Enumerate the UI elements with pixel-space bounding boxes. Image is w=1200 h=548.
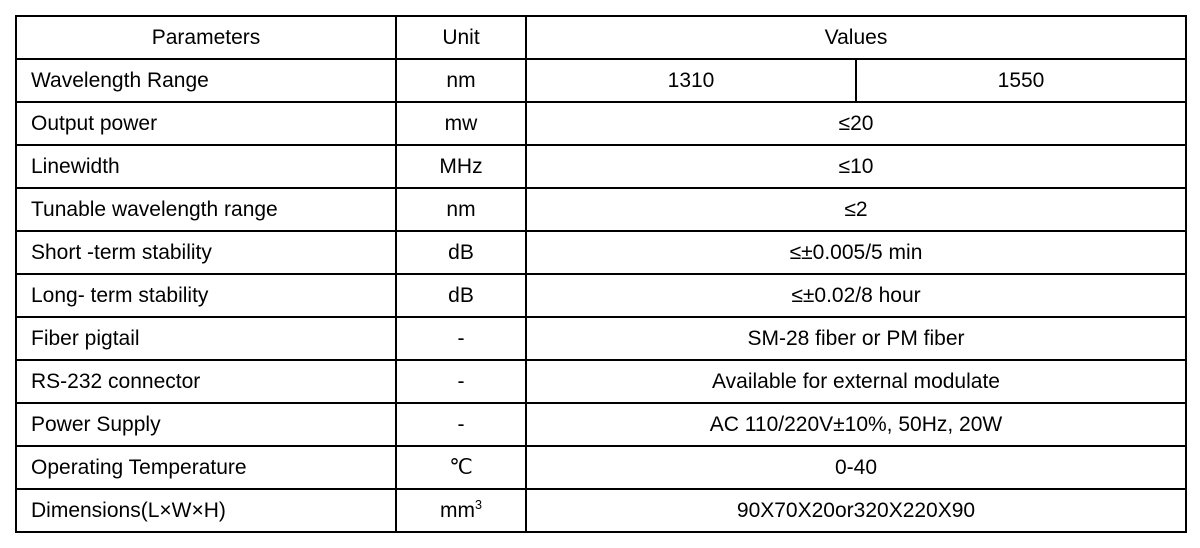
value-cell: 90X70X20or320X220X90 xyxy=(526,489,1186,532)
table-row: Dimensions(L×W×H) mm3 90X70X20or320X220X… xyxy=(16,489,1186,532)
param-cell: RS-232 connector xyxy=(16,360,396,403)
value-cell: SM-28 fiber or PM fiber xyxy=(526,317,1186,360)
unit-base: mm xyxy=(440,499,475,522)
param-cell: Wavelength Range xyxy=(16,59,396,102)
param-cell: Short -term stability xyxy=(16,231,396,274)
value-cell: 1310 xyxy=(526,59,856,102)
value-cell: ≤±0.02/8 hour xyxy=(526,274,1186,317)
spec-table-body: Parameters Unit Values Wavelength Range … xyxy=(16,16,1186,532)
unit-cell: dB xyxy=(396,231,526,274)
unit-cell: nm xyxy=(396,59,526,102)
param-cell: Fiber pigtail xyxy=(16,317,396,360)
table-row: Power Supply - AC 110/220V±10%, 50Hz, 20… xyxy=(16,403,1186,446)
table-row: Operating Temperature ℃ 0-40 xyxy=(16,446,1186,489)
header-values: Values xyxy=(526,16,1186,59)
table-row: Fiber pigtail - SM-28 fiber or PM fiber xyxy=(16,317,1186,360)
table-row: RS-232 connector - Available for externa… xyxy=(16,360,1186,403)
param-cell: Operating Temperature xyxy=(16,446,396,489)
table-row: Long- term stability dB ≤±0.02/8 hour xyxy=(16,274,1186,317)
table-row: Tunable wavelength range nm ≤2 xyxy=(16,188,1186,231)
unit-cell: mm3 xyxy=(396,489,526,532)
value-cell: 1550 xyxy=(856,59,1186,102)
param-cell: Tunable wavelength range xyxy=(16,188,396,231)
unit-cell: nm xyxy=(396,188,526,231)
unit-cell: dB xyxy=(396,274,526,317)
header-unit: Unit xyxy=(396,16,526,59)
unit-cell: mw xyxy=(396,102,526,145)
unit-cell: MHz xyxy=(396,145,526,188)
param-cell: Linewidth xyxy=(16,145,396,188)
table-row: Linewidth MHz ≤10 xyxy=(16,145,1186,188)
unit-cell: - xyxy=(396,317,526,360)
table-row: Output power mw ≤20 xyxy=(16,102,1186,145)
value-cell: AC 110/220V±10%, 50Hz, 20W xyxy=(526,403,1186,446)
unit-cell: - xyxy=(396,403,526,446)
table-row: Short -term stability dB ≤±0.005/5 min xyxy=(16,231,1186,274)
value-cell: 0-40 xyxy=(526,446,1186,489)
param-cell: Power Supply xyxy=(16,403,396,446)
param-cell: Long- term stability xyxy=(16,274,396,317)
value-cell: ≤2 xyxy=(526,188,1186,231)
param-cell: Output power xyxy=(16,102,396,145)
value-cell: ≤±0.005/5 min xyxy=(526,231,1186,274)
value-cell: ≤10 xyxy=(526,145,1186,188)
param-cell: Dimensions(L×W×H) xyxy=(16,489,396,532)
value-cell: ≤20 xyxy=(526,102,1186,145)
header-parameters: Parameters xyxy=(16,16,396,59)
unit-cell: ℃ xyxy=(396,446,526,489)
value-cell: Available for external modulate xyxy=(526,360,1186,403)
table-row: Wavelength Range nm 1310 1550 xyxy=(16,59,1186,102)
unit-cell: - xyxy=(396,360,526,403)
spec-table: Parameters Unit Values Wavelength Range … xyxy=(15,15,1187,533)
unit-sup: 3 xyxy=(475,498,482,512)
table-header-row: Parameters Unit Values xyxy=(16,16,1186,59)
